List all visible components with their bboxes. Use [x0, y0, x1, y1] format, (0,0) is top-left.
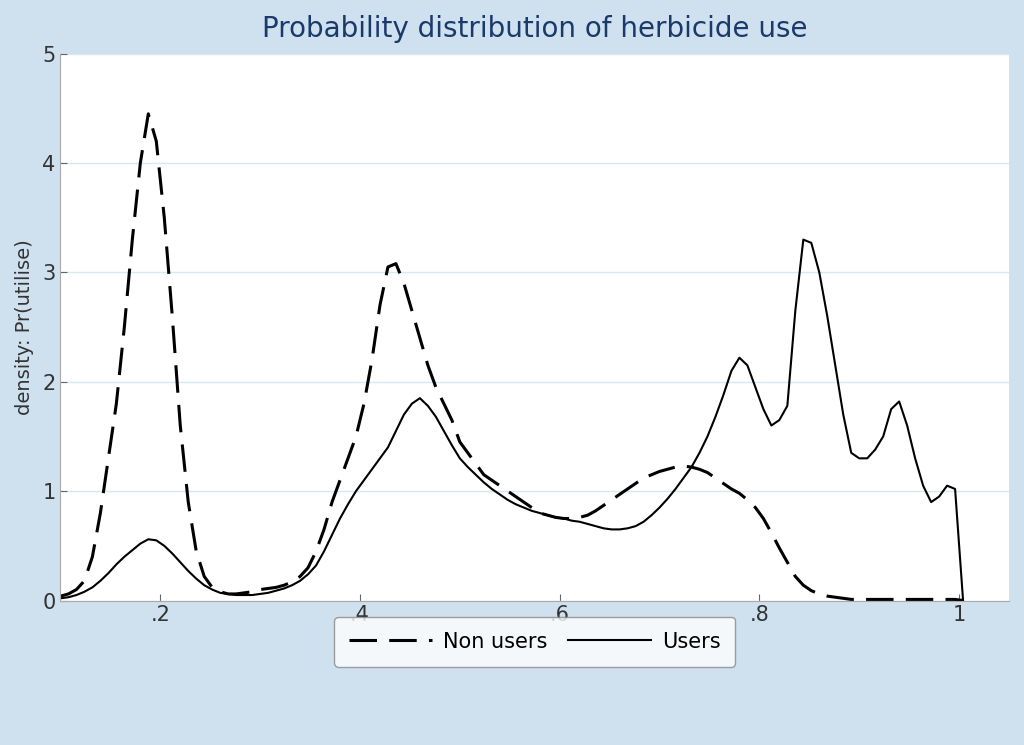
Non users [142, 110, 155, 118]
Users [406, 399, 418, 408]
Non users [166, 311, 178, 320]
Non users [750, 503, 762, 512]
Legend: Non users, Users: Non users, Users [335, 617, 735, 667]
Users [54, 594, 67, 603]
Non users [645, 470, 657, 479]
Non users [54, 592, 67, 600]
Line: Non users: Non users [60, 114, 963, 600]
Non users [956, 596, 969, 605]
Users [310, 561, 323, 570]
Users [158, 542, 170, 551]
Users [302, 570, 314, 579]
Users [797, 235, 809, 244]
Non users [414, 334, 426, 343]
Users [741, 361, 754, 370]
Users [956, 596, 969, 605]
Non users [310, 547, 323, 556]
Line: Users: Users [60, 240, 963, 600]
Title: Probability distribution of herbicide use: Probability distribution of herbicide us… [262, 15, 808, 43]
Y-axis label: density: Pr(utilise): density: Pr(utilise) [15, 239, 34, 415]
Users [637, 517, 649, 526]
Non users [317, 525, 330, 534]
